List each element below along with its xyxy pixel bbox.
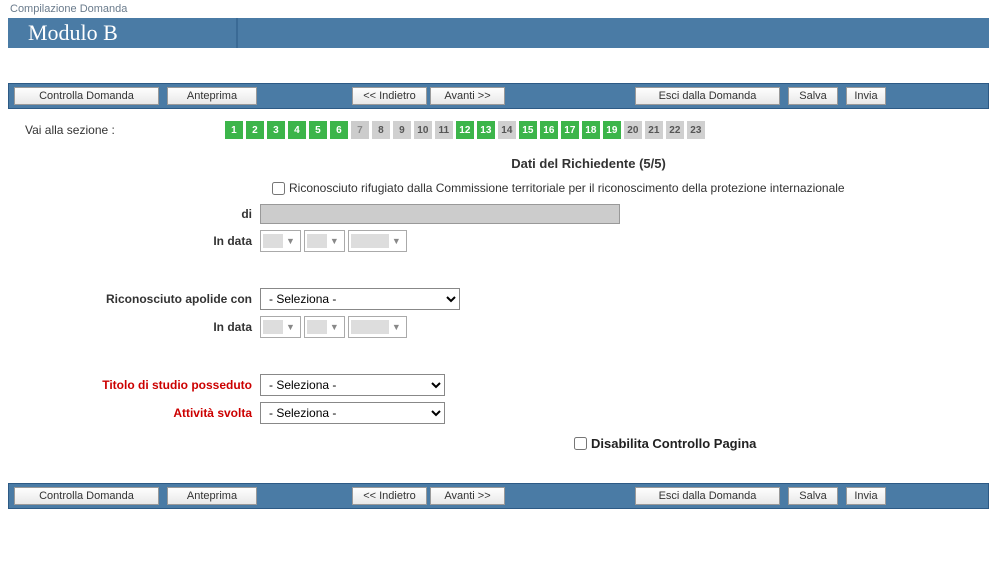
invia-button-bottom[interactable]: Invia bbox=[846, 487, 886, 505]
toolbar-top: Controlla Domanda Anteprima << Indietro … bbox=[8, 83, 989, 109]
avanti-button-bottom[interactable]: Avanti >> bbox=[430, 487, 505, 505]
esci-button-bottom[interactable]: Esci dalla Domanda bbox=[635, 487, 780, 505]
page-box-3[interactable]: 3 bbox=[267, 121, 285, 139]
disabilita-label: Disabilita Controllo Pagina bbox=[591, 436, 756, 451]
date-month-2[interactable]: ▼ bbox=[304, 316, 345, 338]
page-box-23[interactable]: 23 bbox=[687, 121, 705, 139]
page-box-9[interactable]: 9 bbox=[393, 121, 411, 139]
page-box-18[interactable]: 18 bbox=[582, 121, 600, 139]
content: Dati del Richiedente (5/5) Riconosciuto … bbox=[0, 156, 997, 453]
indietro-button-bottom[interactable]: << Indietro bbox=[352, 487, 427, 505]
page-box-21[interactable]: 21 bbox=[645, 121, 663, 139]
page-box-19[interactable]: 19 bbox=[603, 121, 621, 139]
section-nav: Vai alla sezione : 123456789101112131415… bbox=[0, 109, 997, 151]
page-box-14[interactable]: 14 bbox=[498, 121, 516, 139]
disabilita-checkbox[interactable] bbox=[574, 437, 587, 450]
date-month-1[interactable]: ▼ bbox=[304, 230, 345, 252]
breadcrumb: Compilazione Domanda bbox=[0, 0, 997, 18]
page-box-15[interactable]: 15 bbox=[519, 121, 537, 139]
page-box-13[interactable]: 13 bbox=[477, 121, 495, 139]
esci-button[interactable]: Esci dalla Domanda bbox=[635, 87, 780, 105]
controlla-button-bottom[interactable]: Controlla Domanda bbox=[14, 487, 159, 505]
date-year-2[interactable]: ▼ bbox=[348, 316, 407, 338]
page-box-5[interactable]: 5 bbox=[309, 121, 327, 139]
date-year-1[interactable]: ▼ bbox=[348, 230, 407, 252]
page-box-16[interactable]: 16 bbox=[540, 121, 558, 139]
di-label: di bbox=[20, 207, 260, 221]
page-box-4[interactable]: 4 bbox=[288, 121, 306, 139]
page-box-20[interactable]: 20 bbox=[624, 121, 642, 139]
in-data-label-1: In data bbox=[20, 234, 260, 248]
toolbar-bottom: Controlla Domanda Anteprima << Indietro … bbox=[8, 483, 989, 509]
avanti-button[interactable]: Avanti >> bbox=[430, 87, 505, 105]
titolo-studio-select[interactable]: - Seleziona - bbox=[260, 374, 445, 396]
apolide-select[interactable]: - Seleziona - bbox=[260, 288, 460, 310]
attivita-label: Attività svolta bbox=[20, 406, 260, 420]
attivita-select[interactable]: - Seleziona - bbox=[260, 402, 445, 424]
rifugiato-checkbox[interactable] bbox=[272, 182, 285, 195]
page-box-22[interactable]: 22 bbox=[666, 121, 684, 139]
page-box-1[interactable]: 1 bbox=[225, 121, 243, 139]
in-data-label-2: In data bbox=[20, 320, 260, 334]
page-box-12[interactable]: 12 bbox=[456, 121, 474, 139]
page-box-8[interactable]: 8 bbox=[372, 121, 390, 139]
module-header: Modulo B bbox=[8, 18, 989, 48]
titolo-studio-label: Titolo di studio posseduto bbox=[20, 378, 260, 392]
page-box-7[interactable]: 7 bbox=[351, 121, 369, 139]
apolide-label: Riconosciuto apolide con bbox=[20, 292, 260, 306]
page-box-11[interactable]: 11 bbox=[435, 121, 453, 139]
page-box-10[interactable]: 10 bbox=[414, 121, 432, 139]
page-box-17[interactable]: 17 bbox=[561, 121, 579, 139]
invia-button[interactable]: Invia bbox=[846, 87, 886, 105]
salva-button-bottom[interactable]: Salva bbox=[788, 487, 838, 505]
anteprima-button[interactable]: Anteprima bbox=[167, 87, 257, 105]
page-box-2[interactable]: 2 bbox=[246, 121, 264, 139]
page-boxes: 1234567891011121314151617181920212223 bbox=[225, 121, 705, 139]
module-title: Modulo B bbox=[8, 18, 238, 48]
anteprima-button-bottom[interactable]: Anteprima bbox=[167, 487, 257, 505]
controlla-button[interactable]: Controlla Domanda bbox=[14, 87, 159, 105]
date-day-1[interactable]: ▼ bbox=[260, 230, 301, 252]
date-day-2[interactable]: ▼ bbox=[260, 316, 301, 338]
page-box-6[interactable]: 6 bbox=[330, 121, 348, 139]
salva-button[interactable]: Salva bbox=[788, 87, 838, 105]
section-title: Dati del Richiedente (5/5) bbox=[20, 156, 977, 171]
di-input[interactable] bbox=[260, 204, 620, 224]
rifugiato-checkbox-label: Riconosciuto rifugiato dalla Commissione… bbox=[289, 181, 845, 195]
indietro-button[interactable]: << Indietro bbox=[352, 87, 427, 105]
section-nav-label: Vai alla sezione : bbox=[25, 123, 115, 137]
